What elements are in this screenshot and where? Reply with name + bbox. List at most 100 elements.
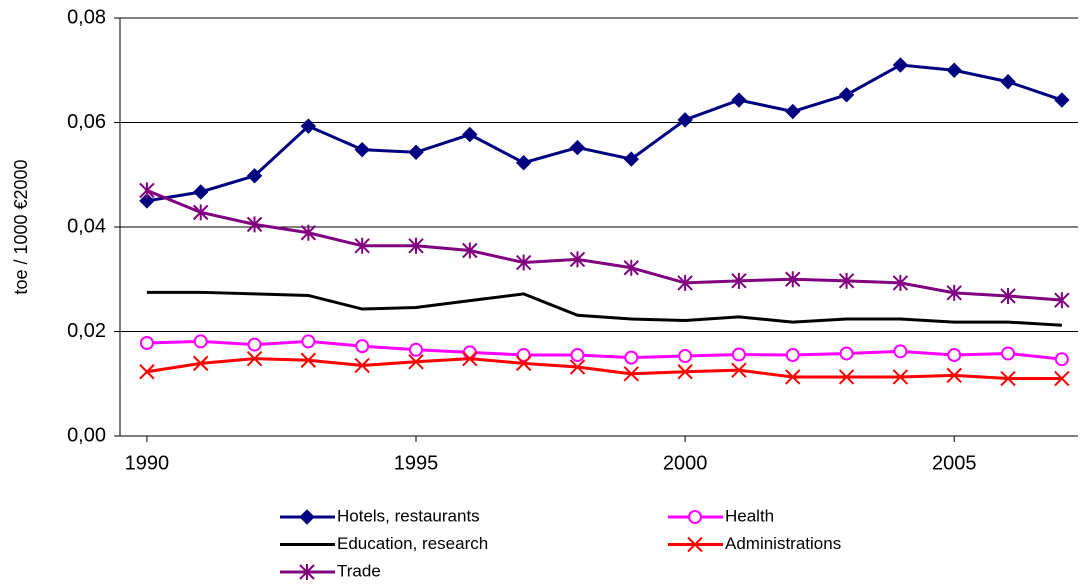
circle (893, 344, 908, 359)
y-tick-label: 0,02 (67, 320, 106, 342)
circle (462, 345, 477, 360)
point-marker (892, 274, 909, 291)
point-marker (355, 339, 370, 354)
series-line (146, 357, 1062, 381)
diamond (569, 139, 586, 156)
asterisk (569, 251, 586, 268)
circle (688, 510, 702, 524)
circle (301, 334, 316, 349)
point-marker (677, 274, 693, 291)
point-marker (193, 355, 209, 372)
diamond (246, 168, 263, 184)
cross (946, 367, 962, 384)
point-marker (354, 357, 370, 374)
point-marker (687, 536, 703, 553)
cross (300, 352, 317, 368)
point-marker (301, 334, 316, 349)
cross (246, 350, 263, 367)
circle (947, 348, 962, 363)
circle (678, 349, 693, 364)
point-marker (892, 369, 909, 385)
point-marker (785, 369, 801, 385)
circle (516, 348, 531, 363)
asterisk (515, 254, 532, 271)
diamond (946, 62, 962, 78)
asterisk (1000, 287, 1016, 304)
point-marker (515, 355, 532, 372)
series-line (146, 339, 1063, 361)
point-marker (246, 216, 263, 233)
asterisk (1054, 292, 1070, 309)
asterisk (785, 271, 801, 288)
point-marker (515, 254, 532, 271)
diamond (139, 193, 155, 209)
cross (569, 359, 586, 375)
point-marker (299, 509, 315, 525)
circle (139, 335, 154, 350)
circle (839, 346, 854, 361)
diamond (1054, 92, 1070, 108)
point-marker (623, 366, 639, 382)
y-tick-label: 0,00 (67, 424, 106, 446)
cross (731, 362, 747, 378)
point-marker (569, 251, 586, 268)
legend-label: Hotels, restaurants (337, 506, 480, 525)
cross (1054, 370, 1070, 387)
point-marker (193, 204, 209, 221)
point-marker (300, 118, 317, 134)
point-marker (299, 564, 315, 580)
point-marker (1000, 74, 1016, 90)
circle (247, 337, 262, 352)
circle (785, 348, 800, 363)
circle (624, 350, 639, 365)
asterisk (299, 564, 315, 580)
point-marker (408, 144, 424, 160)
point-marker (462, 350, 478, 367)
point-marker (1054, 92, 1070, 108)
point-marker (300, 352, 317, 368)
point-marker (1054, 292, 1070, 309)
cross (785, 369, 801, 385)
point-marker (677, 364, 693, 380)
point-marker (946, 284, 962, 301)
diamond (785, 103, 801, 120)
point-marker (1054, 352, 1069, 367)
cross (515, 355, 532, 372)
diamond (623, 151, 639, 167)
diamond (354, 141, 370, 158)
asterisk (193, 204, 209, 221)
asterisk (838, 272, 855, 289)
asterisk (623, 259, 639, 276)
point-marker (516, 348, 531, 363)
cross (139, 364, 155, 380)
cross (892, 369, 909, 385)
diamond (408, 144, 424, 160)
asterisk (946, 284, 962, 301)
point-marker (838, 369, 855, 385)
point-marker (515, 155, 532, 171)
point-marker (569, 139, 586, 156)
point-marker (569, 359, 586, 375)
x-tick-label: 2000 (663, 452, 708, 474)
point-marker (193, 184, 209, 200)
point-marker (462, 345, 477, 360)
legend-label: Education, research (337, 534, 488, 553)
diamond (731, 92, 747, 108)
asterisk (300, 224, 317, 241)
asterisk (354, 237, 370, 254)
x-tick-label: 1995 (394, 452, 439, 474)
point-marker (624, 350, 639, 365)
point-marker (247, 337, 262, 352)
asterisk (892, 274, 909, 291)
point-marker (731, 347, 746, 362)
asterisk (408, 237, 424, 254)
point-marker (246, 168, 263, 184)
diamond (193, 184, 209, 200)
asterisk (677, 274, 693, 291)
circle (570, 348, 585, 363)
point-marker (785, 348, 800, 363)
point-marker (462, 242, 478, 259)
point-marker (838, 87, 855, 103)
diamond (892, 57, 909, 73)
point-marker (677, 112, 693, 128)
